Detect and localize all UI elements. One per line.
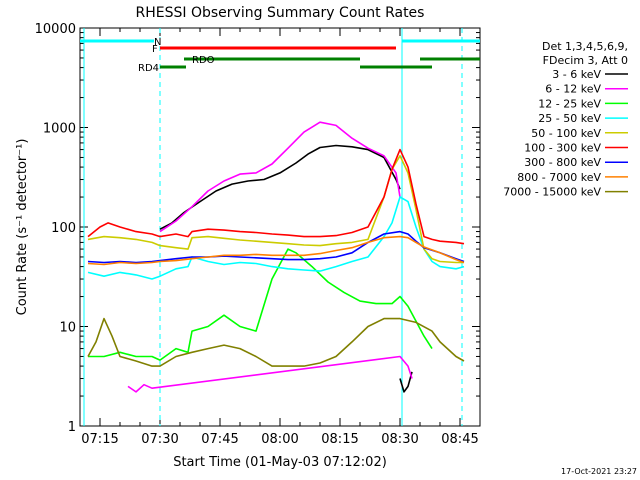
series-50-100-kev (87, 155, 464, 264)
legend-label-25-50-kev: 25 - 50 keV (538, 112, 601, 125)
series-3-6-kev-night (399, 371, 413, 393)
chart-title: RHESSI Observing Summary Count Rates (136, 5, 425, 21)
y-tick-label: 1 (68, 420, 76, 435)
legend-label-50-100-kev: 50 - 100 keV (531, 127, 601, 140)
series-6-12-kev (159, 121, 401, 233)
x-tick-label: 08:45 (441, 432, 478, 447)
flag-rd4-label: RD4 (138, 63, 159, 74)
legend-label-7000-15000-kev: 7000 - 15000 keV (503, 186, 601, 199)
series-800-7000-kev (87, 235, 465, 266)
x-tick-label: 08:15 (321, 432, 358, 447)
x-tick-label: 07:30 (141, 432, 178, 447)
y-axis: 1 10 100 1000 10000 (35, 22, 480, 435)
legend-label-100-300-kev: 100 - 300 keV (524, 142, 601, 155)
series-7000-15000-kev (87, 317, 465, 367)
legend: Det 1,3,4,5,6,9, FDecim 3, Att 0 3 - 6 k… (503, 40, 628, 199)
x-tick-label: 07:45 (201, 432, 238, 447)
series-lines (87, 121, 465, 393)
legend-label-6-12-kev: 6 - 12 keV (545, 83, 601, 96)
legend-label-3-6-kev: 3 - 6 keV (552, 68, 601, 81)
legend-label-12-25-kev: 12 - 25 keV (538, 97, 601, 110)
flag-rdo-label: RDO (192, 55, 215, 66)
flag-n-label: N (154, 37, 161, 48)
x-tick-label: 07:15 (81, 432, 118, 447)
y-tick-label: 1000 (43, 122, 76, 137)
y-axis-label: Count Rate (s⁻¹ detector⁻¹) (15, 139, 30, 316)
legend-header-1: Det 1,3,4,5,6,9, (542, 40, 628, 53)
x-tick-label: 08:30 (381, 432, 418, 447)
legend-header-2: FDecim 3, Att 0 (543, 54, 628, 67)
legend-label-800-7000-kev: 800 - 7000 keV (517, 171, 601, 184)
series-6-12-kev-low (127, 355, 413, 393)
series-300-800-kev (87, 230, 465, 264)
series-3-6-kev (159, 144, 401, 230)
flag-bars: NF RDO RD4 (80, 37, 480, 74)
x-tick-label: 08:00 (261, 432, 298, 447)
x-axis: 07:15 07:30 07:45 08:00 08:15 08:30 08:45 (79, 28, 481, 447)
y-tick-label: 10000 (35, 22, 76, 37)
timestamp: 17-Oct-2021 23:27 (561, 467, 637, 476)
legend-label-300-800-kev: 300 - 800 keV (524, 156, 601, 169)
series-100-300-kev (87, 148, 465, 245)
series-12-25-kev (88, 248, 433, 361)
series-25-50-kev (87, 196, 465, 280)
flag-f-label: F (152, 44, 158, 55)
y-tick-label: 10 (59, 321, 76, 336)
y-tick-label: 100 (51, 221, 76, 236)
x-axis-label: Start Time (01-May-03 07:12:02) (173, 455, 387, 470)
